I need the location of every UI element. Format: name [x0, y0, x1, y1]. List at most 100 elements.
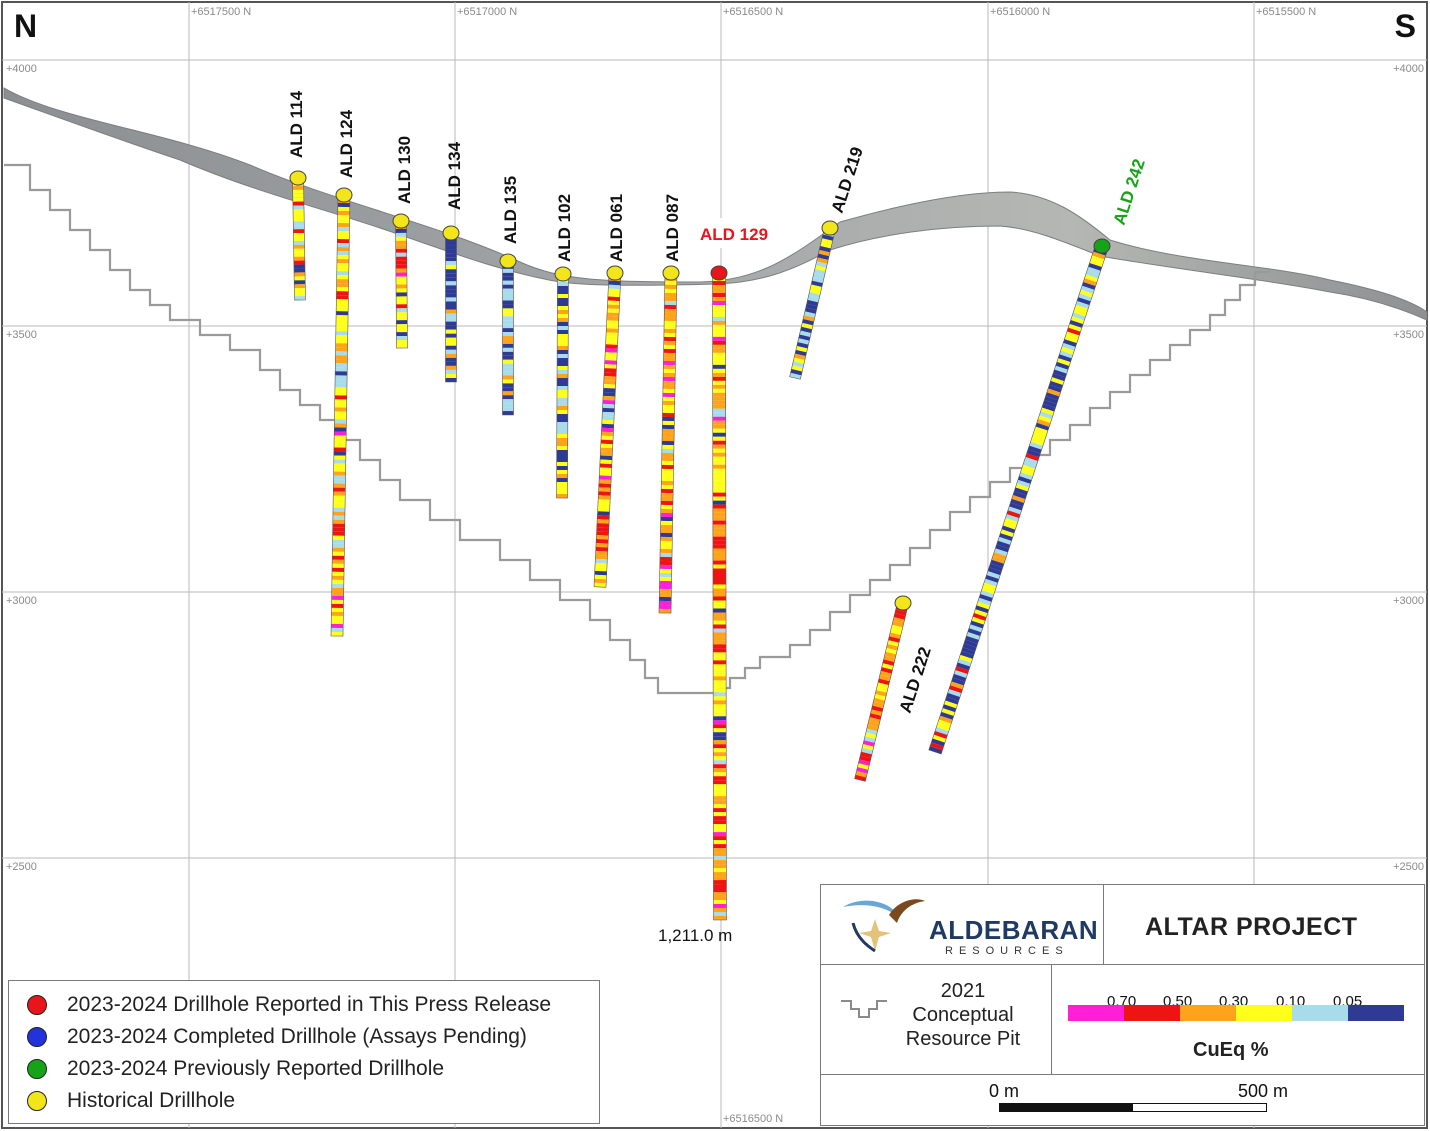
- assay-interval: [817, 253, 830, 261]
- assay-interval: [712, 368, 726, 373]
- assay-interval: [712, 480, 726, 485]
- assay-interval: [1025, 453, 1040, 462]
- assay-interval: [943, 700, 958, 709]
- drillhole-trace: [502, 260, 514, 416]
- drillhole-collar: [499, 253, 517, 269]
- assay-interval: [712, 388, 726, 393]
- assay-interval: [713, 876, 727, 881]
- assay-interval: [594, 570, 607, 576]
- assay-interval: [874, 694, 886, 701]
- assay-interval: [337, 218, 350, 224]
- assay-interval: [871, 705, 884, 713]
- assay-interval: [445, 281, 457, 286]
- assay-interval: [807, 295, 820, 303]
- assay-interval: [333, 479, 346, 484]
- assay-interval: [557, 357, 569, 363]
- drillhole-trace: [593, 272, 622, 588]
- assay-interval: [659, 552, 673, 558]
- assay-interval: [1078, 293, 1092, 302]
- assay-interval: [712, 548, 726, 553]
- assay-interval: [597, 507, 610, 512]
- assay-interval: [556, 417, 568, 423]
- drillhole-collar: [289, 170, 307, 186]
- assay-interval: [859, 755, 871, 763]
- assay-interval: [606, 316, 619, 321]
- assay-interval: [395, 268, 407, 273]
- assay-interval: [994, 548, 1008, 557]
- assay-interval: [713, 840, 727, 845]
- assay-interval: [985, 574, 999, 583]
- assay-interval: [395, 232, 407, 237]
- assay-interval: [659, 596, 672, 602]
- assay-interval: [713, 668, 727, 673]
- assay-interval: [334, 415, 347, 420]
- assay-interval: [661, 460, 674, 466]
- assay-interval: [332, 531, 345, 536]
- assay-interval: [971, 616, 986, 625]
- assay-interval: [1040, 407, 1055, 416]
- assay-interval: [868, 717, 881, 724]
- assay-interval: [664, 304, 677, 310]
- assay-interval: [334, 411, 347, 416]
- assay-interval: [713, 764, 727, 769]
- drillhole-collar: [392, 213, 410, 229]
- assay-interval: [812, 276, 824, 284]
- elevation-label-left: +2500: [6, 861, 37, 873]
- assay-interval: [603, 376, 617, 381]
- drillhole-trace: [854, 601, 909, 782]
- divider: [821, 964, 1424, 965]
- drillhole-label: ALD 135: [501, 176, 520, 244]
- assay-interval: [556, 437, 568, 443]
- assay-interval: [445, 337, 457, 342]
- assay-interval: [712, 324, 726, 329]
- assay-interval: [713, 700, 727, 705]
- assay-interval: [600, 439, 614, 445]
- assay-interval: [294, 295, 306, 301]
- assay-interval: [557, 369, 569, 375]
- assay-interval: [502, 371, 514, 376]
- assay-interval: [1015, 483, 1030, 492]
- assay-interval: [1043, 399, 1057, 408]
- assay-interval: [335, 367, 348, 372]
- assay-interval: [663, 380, 676, 386]
- assay-interval: [396, 304, 408, 309]
- pit-label-name: Resource Pit: [905, 1028, 1021, 1050]
- assay-interval: [1079, 289, 1094, 298]
- drillhole-trace: [330, 194, 351, 637]
- assay-interval: [332, 515, 345, 520]
- assay-interval: [942, 704, 957, 713]
- assay-interval: [332, 539, 345, 544]
- assay-interval: [712, 460, 726, 465]
- assay-interval: [712, 500, 726, 505]
- assay-interval: [712, 292, 726, 297]
- assay-interval: [337, 230, 350, 236]
- drillhole-label: ALD 124: [337, 109, 356, 178]
- assay-interval: [602, 407, 615, 413]
- assay-interval: [712, 588, 726, 593]
- assay-interval: [713, 796, 727, 801]
- divider: [1103, 885, 1104, 964]
- assay-interval: [713, 644, 727, 649]
- assay-interval: [972, 613, 987, 621]
- assay-interval: [660, 512, 673, 518]
- assay-interval: [664, 312, 677, 318]
- drillhole-collar: [442, 225, 460, 241]
- assay-interval: [334, 407, 347, 412]
- assay-interval: [333, 475, 346, 480]
- assay-interval: [502, 280, 514, 285]
- assay-interval: [712, 580, 726, 585]
- assay-interval: [1017, 476, 1032, 484]
- assay-interval: [395, 280, 407, 285]
- assay-interval: [712, 412, 726, 417]
- assay-interval: [336, 291, 349, 296]
- assay-interval: [712, 572, 726, 577]
- assay-interval: [600, 443, 613, 449]
- assay-interval: [556, 441, 568, 447]
- legend-item: Historical Drillhole: [27, 1089, 235, 1113]
- assay-interval: [713, 912, 727, 917]
- assay-interval: [1090, 255, 1105, 264]
- assay-interval: [800, 326, 813, 334]
- assay-interval: [293, 252, 305, 257]
- assay-interval: [605, 344, 618, 349]
